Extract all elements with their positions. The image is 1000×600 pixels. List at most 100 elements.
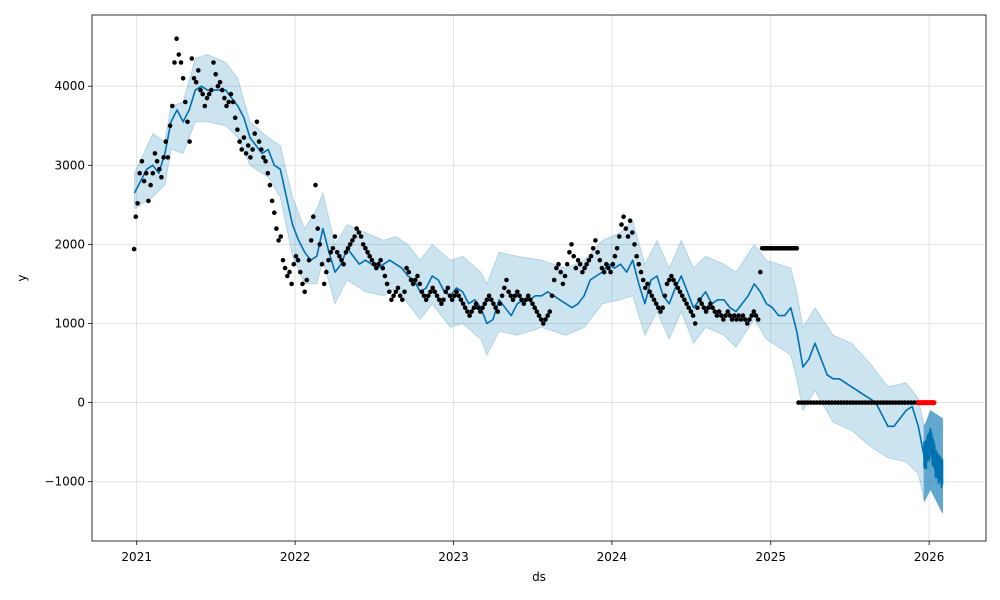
- observed-point: [406, 269, 412, 275]
- observed-point: [226, 99, 231, 105]
- observed-point: [159, 174, 164, 180]
- observed-point: [710, 305, 715, 311]
- observed-point: [467, 313, 472, 318]
- observed-point: [137, 170, 142, 176]
- observed-point: [378, 257, 383, 263]
- x-tick-label: 2021: [121, 550, 152, 564]
- observed-point: [554, 265, 559, 271]
- observed-point: [345, 246, 351, 251]
- observed-point: [590, 246, 596, 251]
- observed-point: [506, 289, 511, 295]
- observed-point: [495, 309, 501, 314]
- observed-point: [341, 261, 347, 267]
- observed-point: [367, 253, 373, 259]
- observed-point: [597, 257, 603, 263]
- observed-point: [380, 265, 386, 271]
- observed-point: [699, 301, 704, 307]
- observed-point: [302, 289, 308, 295]
- observed-point: [204, 95, 210, 101]
- observed-point: [449, 297, 455, 303]
- observed-point: [178, 60, 184, 65]
- observed-point: [732, 313, 737, 318]
- observed-point: [580, 269, 585, 275]
- observed-point: [695, 305, 700, 311]
- observed-point: [512, 293, 518, 299]
- observed-point: [219, 87, 225, 93]
- observed-point: [269, 198, 275, 204]
- observed-point: [360, 242, 366, 247]
- observed-point: [447, 293, 453, 299]
- observed-point: [146, 198, 151, 204]
- observed-point: [157, 166, 162, 172]
- observed-point: [241, 135, 247, 140]
- observed-point: [480, 305, 485, 311]
- observed-point: [426, 293, 431, 299]
- observed-point: [671, 277, 676, 283]
- observed-point: [643, 285, 648, 291]
- observed-point: [573, 265, 579, 271]
- observed-point: [384, 281, 390, 287]
- observed-point: [267, 182, 273, 188]
- observed-point: [632, 242, 637, 247]
- observed-point: [690, 313, 696, 318]
- observed-point: [183, 99, 188, 105]
- observed-point: [564, 261, 570, 267]
- observed-point: [430, 285, 436, 291]
- observed-point: [217, 79, 223, 85]
- observed-point: [161, 155, 166, 160]
- observed-point: [397, 293, 403, 299]
- observed-point: [484, 297, 490, 303]
- observed-point: [473, 301, 479, 307]
- observed-point: [289, 281, 294, 287]
- observed-point: [528, 297, 533, 303]
- observed-point: [675, 285, 681, 291]
- observed-point: [662, 293, 668, 299]
- observed-point: [369, 257, 375, 263]
- observed-point: [276, 238, 281, 243]
- observed-point: [311, 214, 316, 219]
- observed-point: [358, 234, 364, 239]
- observed-point: [393, 289, 399, 295]
- observed-point: [202, 103, 208, 109]
- y-axis-title: y: [15, 274, 29, 281]
- observed-point: [261, 155, 266, 160]
- observed-point: [347, 242, 353, 247]
- observed-point: [621, 214, 626, 219]
- observed-point: [645, 281, 650, 287]
- observed-point: [172, 60, 177, 65]
- observed-point: [684, 301, 689, 307]
- forecast-line-layer: [133, 85, 944, 489]
- observed-point: [141, 178, 147, 184]
- observed-point: [235, 127, 240, 132]
- observed-point: [638, 269, 644, 275]
- observed-point: [228, 91, 234, 97]
- observed-point: [445, 285, 451, 291]
- observed-point: [371, 261, 377, 267]
- observed-point: [198, 87, 203, 93]
- observed-point: [721, 317, 726, 322]
- plot-area-background: [92, 15, 986, 541]
- observed-point: [588, 253, 594, 259]
- observed-point: [167, 123, 173, 128]
- observed-point: [191, 76, 197, 81]
- observed-point: [395, 285, 401, 291]
- observed-point: [708, 301, 713, 307]
- observed-point: [285, 273, 290, 279]
- observed-points-layer: [131, 36, 920, 405]
- observed-point: [716, 309, 722, 314]
- observed-point: [152, 151, 158, 156]
- observed-point: [408, 277, 414, 283]
- observed-point: [493, 305, 498, 311]
- observed-point: [230, 99, 236, 105]
- observed-point: [365, 250, 370, 255]
- observed-point: [530, 301, 535, 307]
- observed-point: [504, 277, 509, 283]
- observed-point: [669, 273, 674, 279]
- observed-point: [222, 95, 227, 101]
- observed-point: [298, 269, 303, 275]
- observed-point: [306, 257, 312, 263]
- observed-point: [610, 261, 616, 267]
- observed-point: [176, 52, 182, 57]
- observed-point: [462, 305, 468, 311]
- observed-point: [213, 72, 218, 77]
